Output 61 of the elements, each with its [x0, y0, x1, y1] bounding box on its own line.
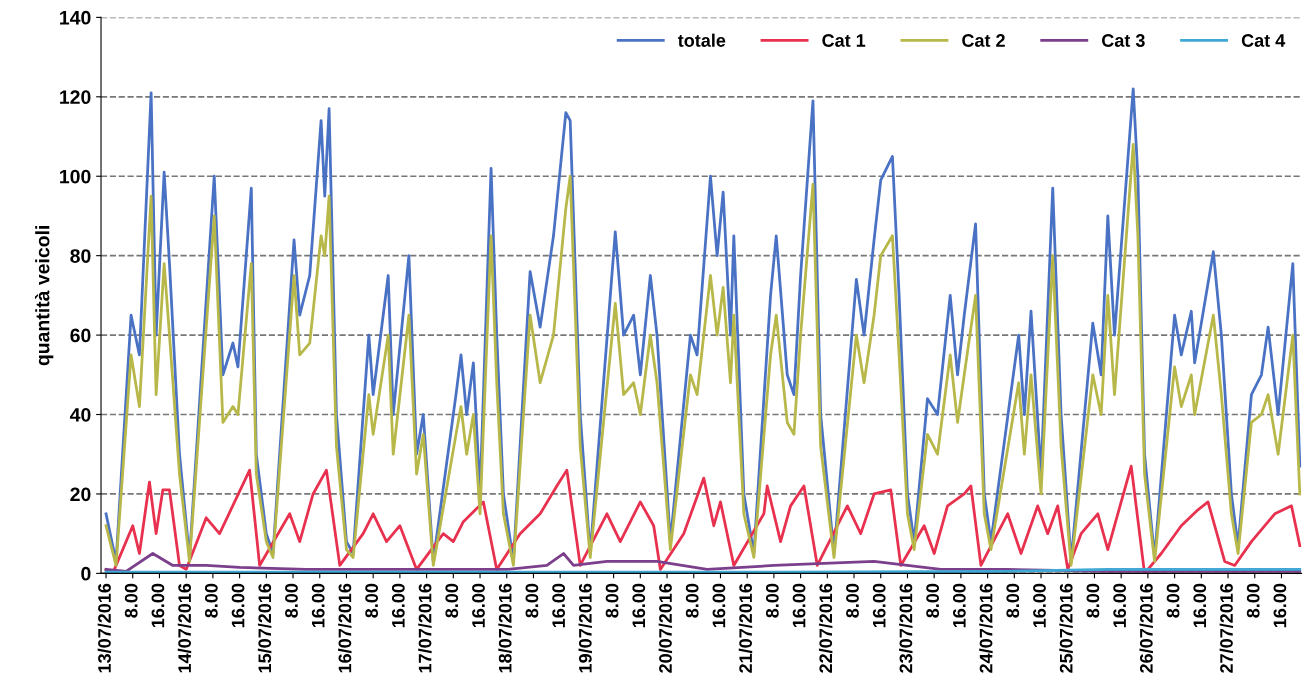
x-tick-label: 16.00: [151, 583, 165, 628]
y-axis-title: quantità veicoli: [35, 225, 54, 366]
x-tick-label: 8.00: [685, 583, 699, 618]
line-series: [104, 464, 1302, 574]
x-tick-label: 25/07/2016: [1059, 583, 1073, 673]
x-tick-label: 8.00: [124, 583, 138, 618]
x-tick-label: 14/07/2016: [177, 583, 192, 673]
x-tick-label: 20/07/2016: [658, 583, 673, 673]
x-tick-label: 16.00: [552, 583, 566, 628]
y-tick-label: 0: [81, 566, 91, 581]
legend-label: Cat 1: [822, 34, 866, 47]
x-tick-label: 8.00: [1086, 583, 1100, 618]
x-tick-label: 16.00: [792, 583, 806, 628]
y-tick-label: 20: [70, 487, 91, 502]
x-tick-label: 8.00: [204, 583, 218, 618]
y-tick-label: 60: [70, 328, 91, 343]
x-tick-label: 8.00: [605, 583, 619, 618]
x-tick-label: 16.00: [231, 583, 245, 628]
x-tick-label: 16.00: [872, 583, 886, 628]
x-tick-label: 15/07/2016: [257, 583, 272, 673]
x-tick-label: 16.00: [1113, 583, 1127, 628]
x-tick-label: 8.00: [445, 583, 459, 618]
x-tick-label: 16.00: [712, 583, 726, 628]
x-tick-label: 8.00: [1006, 583, 1020, 618]
x-tick-label: 16.00: [391, 583, 405, 628]
x-tick-label: 16/07/2016: [338, 583, 352, 673]
x-tick-label: 16.00: [311, 583, 325, 628]
x-tick-label: 8.00: [365, 583, 379, 618]
y-tick-label: 120: [60, 90, 91, 105]
y-tick-label: 80: [70, 249, 91, 263]
x-tick-label: 27/07/2016: [1219, 583, 1234, 673]
x-tick-label: 8.00: [285, 583, 298, 618]
x-tick-label: 16.00: [632, 583, 646, 628]
x-tick-label: 26/07/2016: [1139, 583, 1153, 673]
x-tick-label: 13/07/2016: [97, 583, 112, 673]
x-tick-label: 8.00: [926, 583, 940, 618]
x-tick-label: 22/07/2016: [818, 583, 833, 673]
x-tick-label: 8.00: [525, 583, 539, 618]
x-tick-label: 8.00: [1246, 583, 1260, 618]
x-tick-label: 24/07/2016: [979, 583, 993, 673]
x-tick-label: 17/07/2016: [418, 583, 432, 673]
x-tick-label: 16.00: [1273, 583, 1287, 628]
x-tick-label: 19/07/2016: [578, 583, 592, 673]
line-series: [104, 552, 1302, 573]
x-tick-label: 16.00: [952, 583, 966, 628]
legend-label: Cat 2: [962, 34, 1005, 47]
legend-label: totale: [677, 33, 726, 47]
x-tick-label: 21/07/2016: [738, 583, 753, 673]
x-tick-label: 18/07/2016: [498, 583, 512, 673]
legend-label: Cat 4: [1241, 34, 1286, 47]
legend-label: Cat 3: [1102, 34, 1145, 47]
y-tick-label: 40: [69, 407, 91, 422]
x-tick-label: 8.00: [765, 583, 779, 618]
x-tick-label: 16.00: [1193, 583, 1207, 628]
x-tick-label: 23/07/2016: [899, 583, 913, 673]
x-tick-label: 16.00: [1033, 583, 1046, 628]
x-tick-label: 16.00: [472, 583, 485, 628]
y-tick-label: 140: [60, 10, 91, 25]
y-tick-label: 100: [60, 169, 91, 184]
x-tick-label: 8.00: [846, 583, 859, 618]
x-tick-label: 8.00: [1166, 583, 1180, 618]
